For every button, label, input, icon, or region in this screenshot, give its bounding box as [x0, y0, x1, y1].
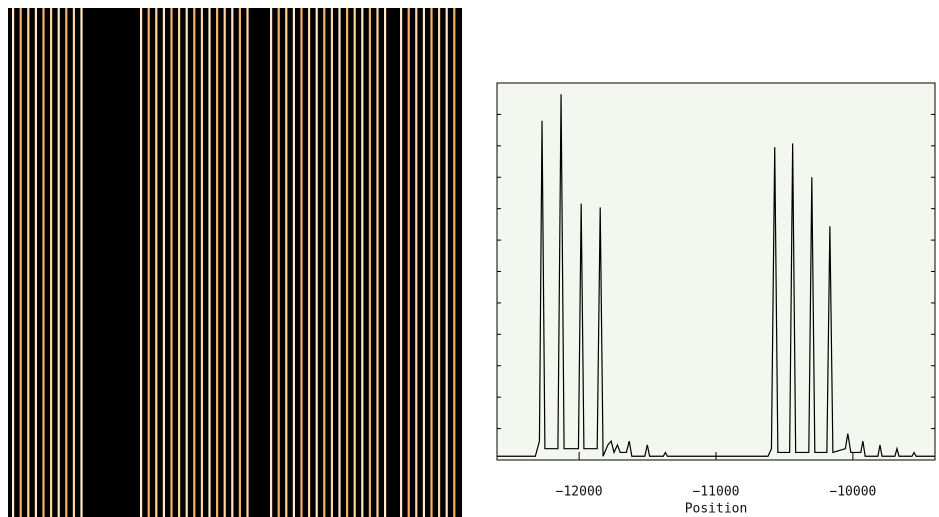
stripe	[422, 8, 425, 517]
stripe	[19, 8, 22, 517]
stripe	[65, 8, 68, 517]
stripe	[193, 8, 196, 517]
stripe	[238, 8, 241, 517]
x-tick-label: −12000	[556, 485, 603, 500]
stripe	[72, 8, 75, 517]
x-axis-label: Position	[685, 502, 748, 517]
stripe	[34, 8, 37, 517]
plot-area	[496, 82, 936, 461]
stripe	[270, 8, 273, 517]
stripe	[216, 8, 219, 517]
stripe	[140, 8, 143, 517]
stripe	[170, 8, 173, 517]
stripe	[330, 8, 333, 517]
x-tick-label: −11000	[693, 485, 740, 500]
stripe	[277, 8, 280, 517]
stripe	[438, 8, 441, 517]
stripe	[27, 8, 30, 517]
stripe	[361, 8, 364, 517]
stripe	[430, 8, 433, 517]
stripe	[415, 8, 418, 517]
stripe	[376, 8, 379, 517]
stripe	[147, 8, 150, 517]
stripe	[308, 8, 311, 517]
stripe	[185, 8, 188, 517]
stripe-image	[8, 8, 462, 517]
stripe	[323, 8, 326, 517]
stripe	[315, 8, 318, 517]
x-tick-label: −10000	[829, 485, 876, 500]
stripe	[208, 8, 211, 517]
stripe	[400, 8, 403, 517]
stripe	[80, 8, 83, 517]
stripe	[453, 8, 456, 517]
stripe	[162, 8, 165, 517]
stripe	[292, 8, 295, 517]
stripes	[12, 8, 456, 517]
stripe	[246, 8, 249, 517]
stripe	[155, 8, 158, 517]
stripe	[346, 8, 349, 517]
stripe	[42, 8, 45, 517]
stripe	[57, 8, 60, 517]
stripe	[407, 8, 410, 517]
stripe	[353, 8, 356, 517]
stripe	[285, 8, 288, 517]
stripe	[12, 8, 15, 517]
stripe	[178, 8, 181, 517]
stripe	[384, 8, 387, 517]
stripe	[223, 8, 226, 517]
stripe	[231, 8, 234, 517]
stripe	[445, 8, 448, 517]
stripe	[338, 8, 341, 517]
series-line	[497, 94, 935, 457]
stripe	[300, 8, 303, 517]
stripe	[200, 8, 203, 517]
stripe	[368, 8, 371, 517]
stripe	[50, 8, 53, 517]
